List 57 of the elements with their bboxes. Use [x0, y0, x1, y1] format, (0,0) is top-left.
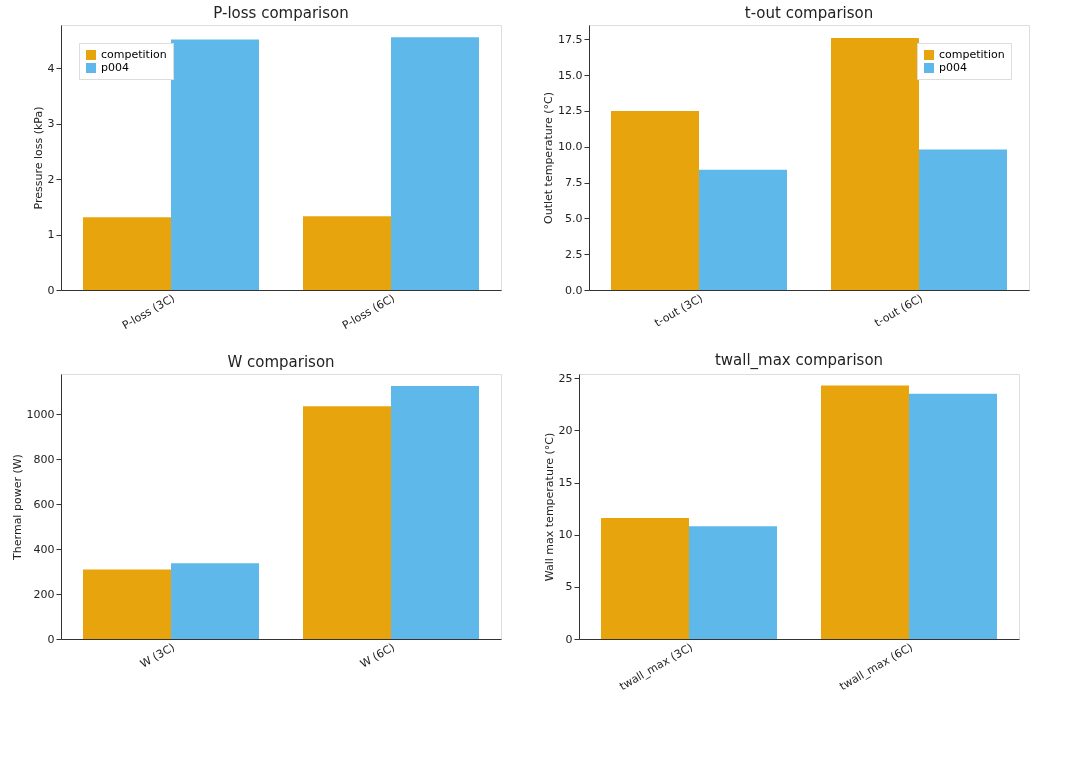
- y-tick-label: 5: [565, 580, 573, 594]
- y-tick-label: 1: [47, 228, 55, 242]
- y-tick-label: 0: [565, 632, 573, 646]
- y-tick-label: 0: [47, 632, 55, 646]
- y-axis-title: Wall max temperature (°C): [542, 432, 556, 582]
- bar: [919, 149, 1007, 290]
- y-axis-title: Pressure loss (kPa): [31, 106, 45, 210]
- chart-title: P-loss comparison: [213, 4, 349, 22]
- y-axis-title: Outlet temperature (°C): [542, 92, 556, 224]
- bar: [601, 517, 689, 639]
- bar: [171, 563, 259, 639]
- bar: [83, 569, 171, 639]
- chart-title: twall_max comparison: [714, 351, 884, 371]
- y-tick-label: 17.5: [558, 32, 583, 46]
- bar: [303, 216, 391, 290]
- bar: [699, 169, 787, 290]
- y-tick-label: 10: [558, 528, 573, 542]
- y-axis-title: Thermal power (W): [10, 454, 24, 561]
- y-tick-label: 2.5: [565, 247, 583, 261]
- bar: [391, 385, 479, 639]
- bar: [303, 406, 391, 639]
- legend-label: competition: [939, 48, 1005, 61]
- y-tick-label: 12.5: [558, 104, 583, 118]
- bar: [391, 37, 479, 290]
- y-tick-label: 400: [33, 542, 55, 556]
- y-tick-label: 0.0: [565, 283, 583, 297]
- y-tick-label: 15: [558, 476, 573, 489]
- legend-label: competition: [101, 48, 167, 61]
- y-tick-label: 1000: [26, 407, 55, 421]
- bar: [909, 393, 997, 639]
- y-tick-label: 10.0: [558, 140, 583, 154]
- bar: [831, 37, 919, 290]
- x-tick-label: t-out (6C): [872, 291, 925, 330]
- chart-title: t-out comparison: [744, 4, 874, 22]
- bar: [171, 39, 259, 290]
- y-tick-label: 4: [47, 61, 55, 75]
- y-tick-label: 25: [558, 371, 573, 385]
- legend-label: p004: [939, 61, 967, 74]
- y-tick-label: 2: [47, 172, 55, 186]
- y-tick-label: 7.5: [565, 176, 583, 190]
- y-tick-label: 3: [47, 117, 55, 131]
- y-tick-label: 15.0: [558, 68, 583, 82]
- y-tick-label: 20: [558, 423, 573, 437]
- bar: [689, 526, 777, 639]
- chart-title: W comparison: [227, 353, 335, 371]
- x-tick-label: W (3C): [137, 640, 177, 671]
- bar: [611, 110, 699, 290]
- y-tick-label: 0: [47, 283, 55, 297]
- x-tick-label: W (6C): [357, 640, 397, 671]
- y-tick-label: 200: [33, 587, 55, 601]
- bar: [821, 385, 909, 639]
- y-tick-label: 800: [33, 452, 55, 466]
- legend-label: p004: [101, 61, 129, 74]
- y-tick-label: 5.0: [565, 211, 583, 225]
- x-tick-label: t-out (3C): [652, 291, 705, 330]
- bar: [83, 217, 171, 290]
- y-tick-label: 600: [33, 497, 55, 511]
